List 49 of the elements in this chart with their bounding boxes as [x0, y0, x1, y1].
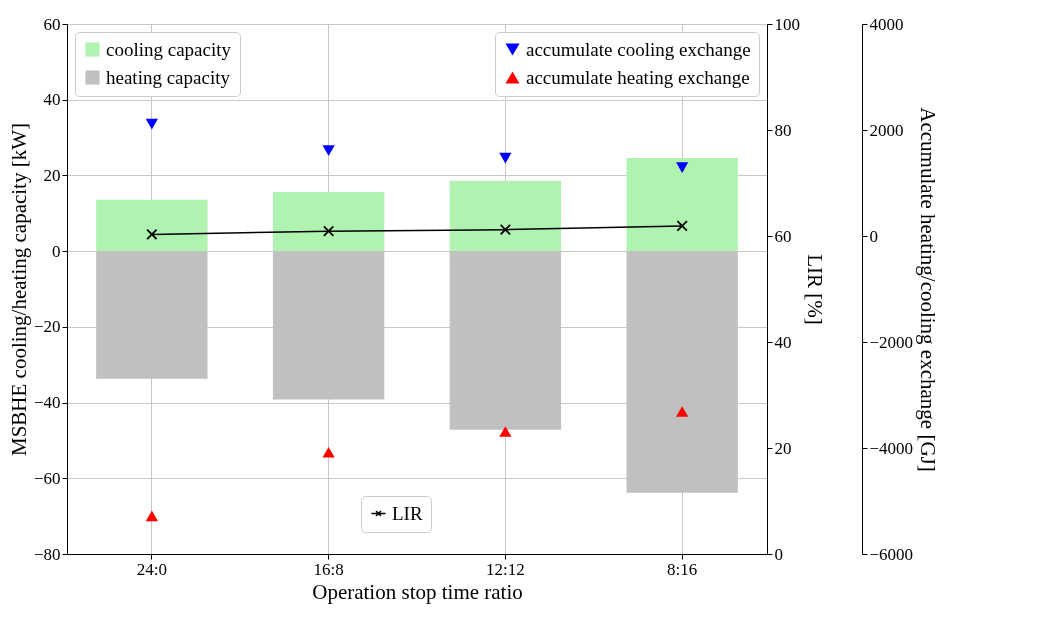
bar [449, 180, 562, 252]
y3-tick-label: −4000 [869, 438, 914, 458]
point [676, 406, 689, 417]
y2-tick-label: 40 [774, 332, 792, 352]
y2-axis-title: LIR [%] [803, 254, 827, 325]
y-axis-title: MSBHE cooling/heating capacity [kW] [6, 123, 31, 456]
y3-tick-label: 2000 [869, 120, 904, 140]
point [676, 220, 688, 232]
y2-tick-label: 0 [774, 544, 783, 564]
y-tick-label: 60 [43, 14, 61, 34]
y-tick-label: −80 [33, 544, 61, 564]
y-tick-label: 20 [43, 165, 61, 185]
x-tick-label: 12:12 [486, 559, 525, 579]
y3-tick-label: 0 [869, 226, 878, 246]
y2-tick-label: 100 [774, 14, 800, 34]
legend-label: cooling capacity [106, 38, 232, 60]
y2-tick-label: 60 [774, 226, 792, 246]
point [145, 510, 158, 522]
y2-tick-label: 20 [774, 438, 792, 458]
legend-label: accumulate cooling exchange [526, 38, 751, 60]
point [499, 152, 512, 164]
y2-tick-label: 80 [774, 120, 792, 140]
point [499, 426, 512, 437]
y-tick-label: 0 [52, 241, 61, 261]
point [146, 228, 158, 241]
y-tick-label: 40 [43, 90, 61, 110]
y-tick-label: −60 [33, 468, 61, 488]
bar [626, 158, 738, 252]
y-tick-label: −40 [33, 393, 61, 413]
point [676, 162, 689, 173]
point [322, 446, 335, 458]
y3-tick-label: 4000 [869, 14, 904, 34]
y3-tick-label: −6000 [869, 544, 914, 564]
legend-label: LIR [392, 502, 423, 524]
y3-tick-label: −2000 [869, 332, 914, 352]
point [145, 118, 158, 130]
x-tick-label: 24:0 [136, 559, 167, 579]
x-tick-label: 8:16 [667, 559, 698, 579]
x-tick-label: 16:8 [313, 559, 344, 579]
y-tick-label: −20 [33, 317, 61, 337]
bar [272, 192, 385, 252]
point [499, 224, 512, 236]
legend-label: accumulate heating exchange [526, 66, 750, 88]
y3-axis-title: Accumulate heating/cooling exchange [GJ] [916, 107, 941, 472]
bar [96, 199, 208, 252]
x-axis-title: Operation stop time ratio [312, 579, 523, 604]
point [322, 145, 335, 156]
legend-label: heating capacity [106, 66, 231, 88]
point [322, 225, 335, 237]
